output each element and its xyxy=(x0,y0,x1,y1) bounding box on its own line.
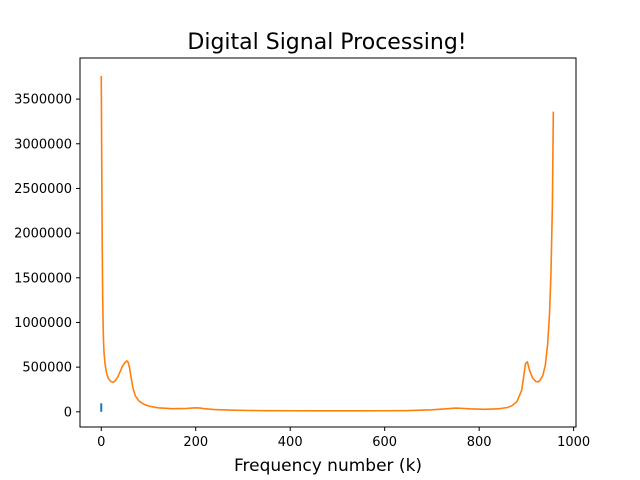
axes-frame xyxy=(79,57,577,428)
x-tick-label: 400 xyxy=(278,435,303,450)
y-tick-label: 1000000 xyxy=(14,316,72,331)
plot-area: 0 200 400 600 800 1000 0 500000 1000000 1500000 2… xyxy=(14,57,590,450)
chart-title: Digital Signal Processing! xyxy=(187,30,466,55)
x-axis-label: Frequency number (k) xyxy=(234,456,422,476)
y-tick-label: 0 xyxy=(64,405,72,420)
y-tick-label: 3000000 xyxy=(14,137,72,152)
x-tick-label: 800 xyxy=(467,435,492,450)
y-tick-label: 3500000 xyxy=(14,93,72,108)
series-lines xyxy=(100,75,555,412)
x-tick-label: 600 xyxy=(372,435,397,450)
series-line-2 xyxy=(100,75,555,412)
x-axis-ticks: 0 200 400 600 800 1000 xyxy=(97,427,590,450)
y-tick-label: 500000 xyxy=(22,361,72,376)
x-tick-label: 1000 xyxy=(557,435,590,450)
x-tick-label: 0 xyxy=(97,435,105,450)
y-axis-ticks: 0 500000 1000000 1500000 2000000 2500000 30000… xyxy=(14,93,80,420)
y-tick-label: 1500000 xyxy=(14,271,72,286)
y-tick-label: 2000000 xyxy=(14,227,72,242)
y-tick-label: 2500000 xyxy=(14,182,72,197)
x-tick-label: 200 xyxy=(183,435,208,450)
